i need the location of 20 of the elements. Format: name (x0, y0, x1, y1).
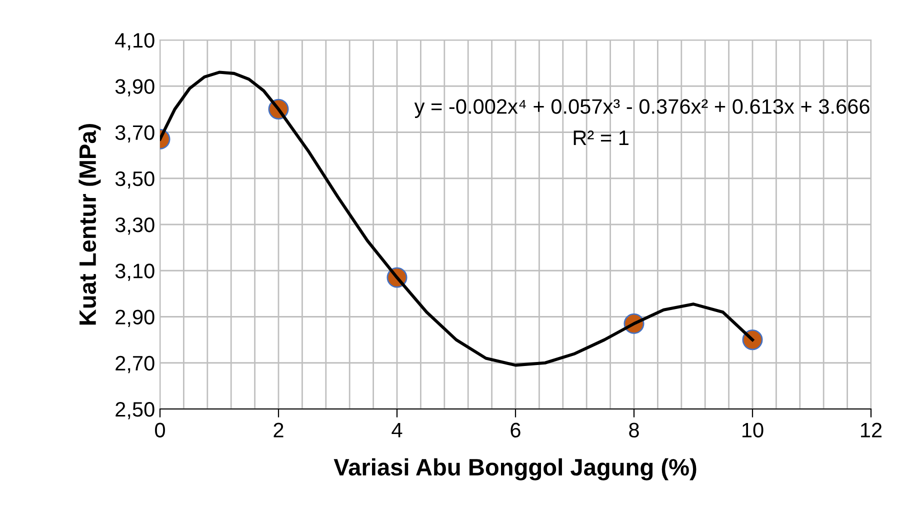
x-tick-label: 8 (629, 422, 639, 438)
x-tick-label: 0 (155, 422, 165, 438)
y-tick-label: 2,70 (116, 356, 154, 374)
y-tick-label: 2,90 (116, 310, 154, 327)
y-tick-label: 3,10 (115, 264, 154, 281)
y-tick-label: 3,90 (115, 79, 154, 96)
x-tick-label: 4 (392, 422, 402, 438)
x-axis-title: Variasi Abu Bonggol Jagung (%) (334, 458, 696, 480)
y-tick-label: 3,70 (115, 125, 154, 142)
x-tick-label: 6 (510, 422, 520, 438)
y-axis-title: Kuat Lentur (MPa) (78, 124, 101, 325)
x-tick-label: 12 (861, 422, 882, 438)
y-tick-label: 3,50 (115, 171, 154, 189)
annotation: y = -0.002x⁴ + 0.057x³ - 0.376x² + 0.613x + 3.666 (414, 99, 870, 118)
x-tick-label: 2 (274, 422, 284, 438)
x-tick-label: 10 (742, 422, 764, 438)
y-tick-label: 4,10 (115, 33, 154, 50)
y-tick-label: 2,50 (116, 402, 154, 420)
annotation: R² = 1 (574, 130, 628, 146)
y-tick-label: 3,30 (115, 218, 154, 235)
